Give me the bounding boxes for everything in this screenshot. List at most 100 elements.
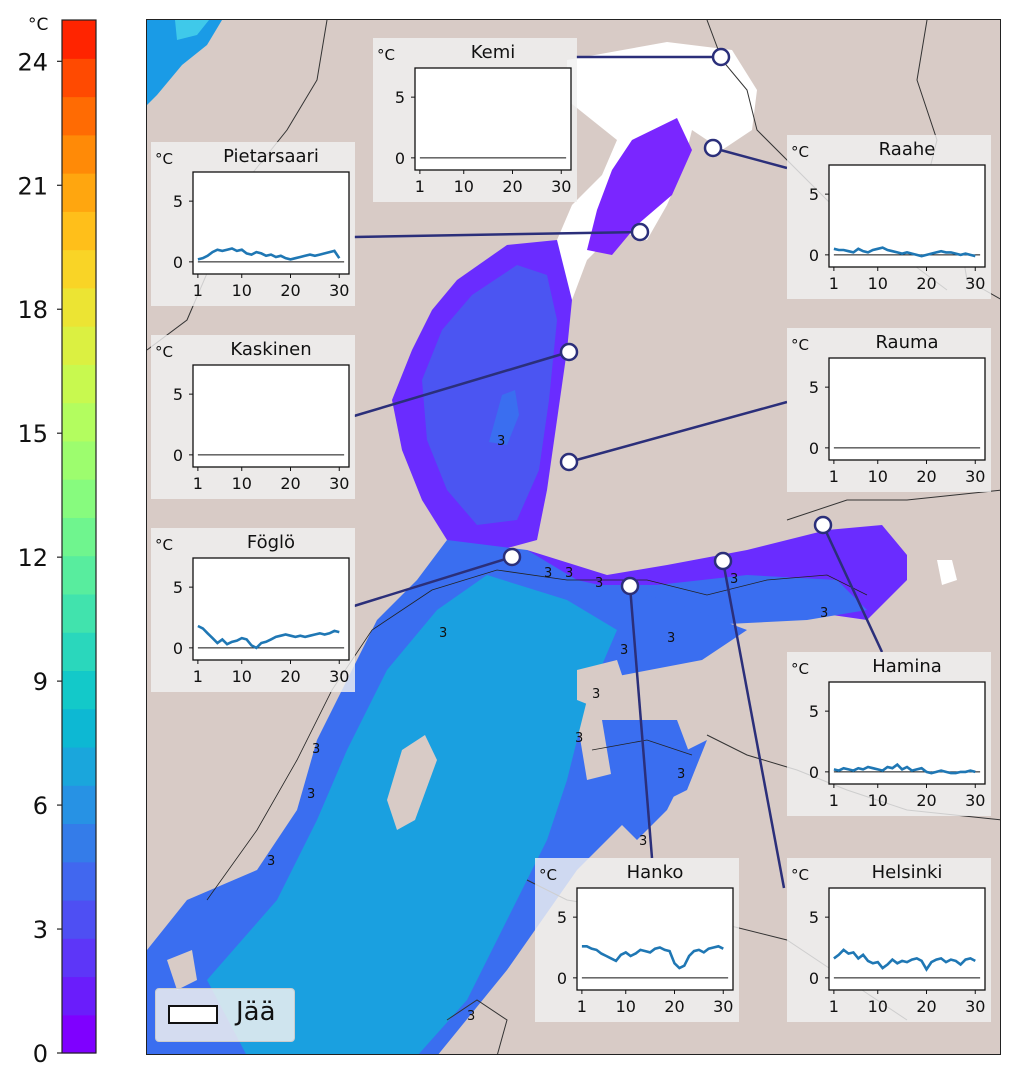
station-xtick-label: 1 (193, 474, 203, 493)
legend-ice-swatch (168, 1005, 218, 1024)
station-xtick-label: 30 (965, 467, 985, 486)
contour-label: 3 (267, 854, 275, 869)
station-marker-kemi[interactable] (711, 47, 731, 67)
leader-pietarsaari (353, 230, 641, 239)
station-xtick-label: 10 (454, 177, 474, 196)
station-xtick-label: 20 (280, 474, 300, 493)
sea-bothnian-bay (587, 118, 692, 255)
station-plot-area (828, 887, 986, 991)
inset-foglo: °C Föglö 5 0 1 10 20 30 (151, 528, 355, 692)
colorbar-band (62, 58, 96, 98)
contour-labels: 3 3 3 3 3 3 3 3 3 3 3 3 3 3 3 3 3 (267, 434, 828, 1024)
border-russia (786, 489, 1000, 521)
contour-label: 3 (544, 566, 552, 581)
colorbar-tick-label: 15 (17, 420, 48, 448)
contour-label: 3 (639, 834, 647, 849)
station-ytick-label: 0 (557, 969, 567, 988)
contour-label: 3 (575, 731, 583, 746)
station-chart: °C Rauma 5 01 10 20 30 (791, 332, 986, 486)
station-xtick-label: 30 (551, 177, 571, 196)
isotherm-3-riga (591, 739, 693, 756)
colorbar: °C 24 21 18 15 12 9 6 3 0 (0, 0, 140, 1083)
station-xtick-label: 20 (280, 281, 300, 300)
station-title: Kemi (471, 42, 516, 63)
colorbar-band (62, 326, 96, 365)
station-xtick-label: 1 (829, 467, 839, 486)
station-xtick-label: 1 (193, 281, 203, 300)
colorbar-band (62, 479, 96, 518)
station-marker-rauma[interactable] (559, 452, 579, 472)
inset-pietarsaari: °C Pietarsaari 5 0 1 10 20 30 (151, 142, 355, 306)
station-xtick-label: 1 (829, 274, 839, 293)
norwegian-sea (147, 20, 222, 105)
station-xtick-label: 10 (232, 667, 252, 686)
station-ytick-label: 0 (173, 253, 183, 272)
colorbar-band (62, 20, 96, 59)
station-ytick-label: 5 (557, 908, 567, 927)
station-plot-area (828, 681, 986, 785)
station-temperature-line (197, 624, 340, 650)
colorbar-tick-label: 0 (33, 1040, 48, 1068)
station-xtick-label: 30 (965, 997, 985, 1016)
station-xtick-label: 20 (916, 997, 936, 1016)
station-xtick-label: 10 (868, 791, 888, 810)
station-marker-pietarsaari[interactable] (630, 222, 650, 242)
station-unit: °C (155, 343, 173, 361)
station-unit: °C (791, 866, 809, 884)
station-xtick-label: 30 (713, 997, 733, 1016)
colorbar-svg: °C 24 21 18 15 12 9 6 3 0 (17, 15, 97, 1068)
colorbar-band (62, 670, 96, 710)
map: 3 3 3 3 3 3 3 3 3 3 3 3 3 3 3 3 3 (146, 19, 1001, 1055)
station-ytick-label: 0 (173, 446, 183, 465)
station-xtick-label: 1 (829, 791, 839, 810)
station-marker-foglo[interactable] (502, 547, 522, 567)
station-ytick-label: 5 (173, 385, 183, 404)
station-marker-helsinki[interactable] (713, 551, 733, 571)
colorbar-tick-label: 3 (33, 916, 48, 944)
station-xtick-label: 10 (232, 474, 252, 493)
colorbar-band (62, 632, 96, 672)
leader-rauma (568, 400, 788, 464)
contour-label: 3 (820, 606, 828, 621)
contour-label: 3 (497, 434, 505, 449)
contour-label: 3 (595, 576, 603, 591)
inset-raahe: °C Raahe 5 0 1 10 20 30 (787, 135, 991, 299)
station-xtick-label: 30 (329, 281, 349, 300)
station-xtick-label: 10 (616, 997, 636, 1016)
station-ytick-label: 5 (809, 908, 819, 927)
station-marker-raahe[interactable] (703, 138, 723, 158)
station-ytick-label: 5 (809, 702, 819, 721)
station-xtick-label: 30 (329, 474, 349, 493)
station-ytick-label: 0 (809, 439, 819, 458)
station-xtick-label: 1 (577, 997, 587, 1016)
colorbar-band (62, 96, 96, 136)
station-xtick-label: 1 (829, 997, 839, 1016)
station-marker-hamina[interactable] (813, 515, 833, 535)
colorbar-band (62, 976, 96, 1016)
station-chart: °C Föglö 5 01 10 20 30 (155, 532, 350, 686)
colorbar-band (62, 785, 96, 825)
station-marker-kaskinen[interactable] (559, 342, 579, 362)
station-plot-area (576, 887, 734, 991)
inset-kaskinen: °C Kaskinen 5 0 1 10 20 30 (151, 335, 355, 499)
station-chart: °C Pietarsaari 5 01 10 20 30 (155, 146, 350, 300)
colorbar-tick-label: 12 (17, 544, 48, 572)
colorbar-band (62, 823, 96, 863)
contour-label: 3 (620, 643, 628, 658)
oland-island (167, 950, 197, 990)
colorbar-band (62, 364, 96, 404)
station-leaders (353, 55, 884, 889)
colorbar-band (62, 708, 96, 748)
station-xtick-label: 30 (965, 274, 985, 293)
station-chart: °C Raahe 5 01 10 20 30 (791, 139, 986, 293)
ice-gulf-finland-end (937, 560, 957, 585)
station-title: Rauma (875, 332, 938, 353)
colorbar-tick-label: 21 (17, 172, 48, 200)
contour-label: 3 (667, 631, 675, 646)
colorbar-band (62, 440, 96, 480)
station-marker-hanko[interactable] (620, 576, 640, 596)
station-xtick-label: 10 (868, 467, 888, 486)
colorbar-band (62, 899, 96, 939)
leader-helsinki (721, 560, 786, 889)
colorbar-band (62, 173, 96, 212)
